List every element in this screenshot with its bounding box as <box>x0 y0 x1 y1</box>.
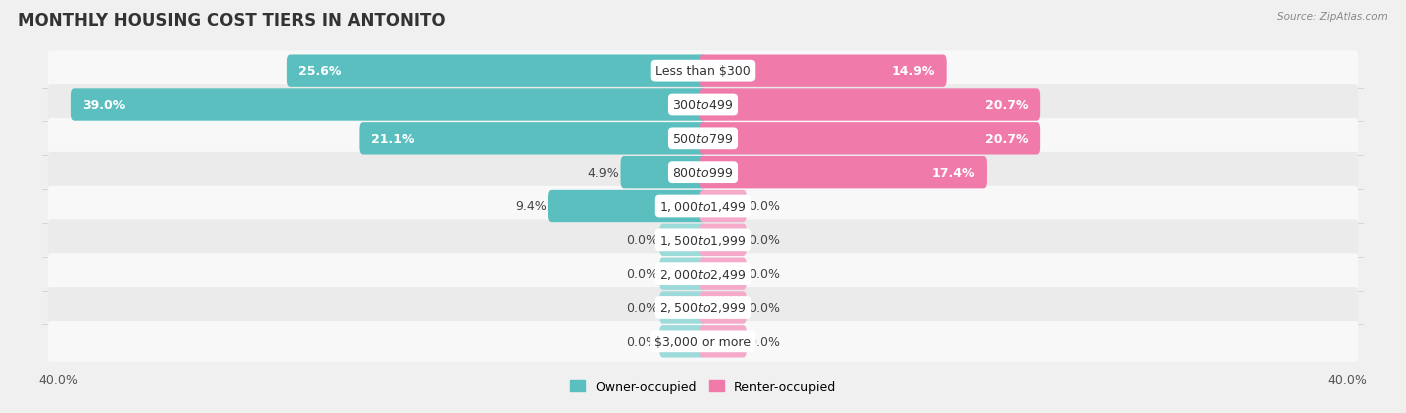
FancyBboxPatch shape <box>360 123 707 155</box>
FancyBboxPatch shape <box>659 292 707 324</box>
FancyBboxPatch shape <box>699 89 1040 121</box>
Text: $2,500 to $2,999: $2,500 to $2,999 <box>659 301 747 315</box>
FancyBboxPatch shape <box>699 325 747 358</box>
FancyBboxPatch shape <box>48 51 1358 92</box>
Text: $2,000 to $2,499: $2,000 to $2,499 <box>659 267 747 281</box>
Text: 0.0%: 0.0% <box>748 268 780 280</box>
Text: 20.7%: 20.7% <box>986 99 1029 112</box>
Legend: Owner-occupied, Renter-occupied: Owner-occupied, Renter-occupied <box>565 375 841 398</box>
Text: 9.4%: 9.4% <box>515 200 547 213</box>
Text: 0.0%: 0.0% <box>626 335 658 348</box>
Text: $1,000 to $1,499: $1,000 to $1,499 <box>659 199 747 214</box>
FancyBboxPatch shape <box>48 321 1358 362</box>
Text: $800 to $999: $800 to $999 <box>672 166 734 179</box>
FancyBboxPatch shape <box>620 157 707 189</box>
Text: MONTHLY HOUSING COST TIERS IN ANTONITO: MONTHLY HOUSING COST TIERS IN ANTONITO <box>18 12 446 30</box>
FancyBboxPatch shape <box>48 287 1358 328</box>
FancyBboxPatch shape <box>699 157 987 189</box>
Text: 39.0%: 39.0% <box>83 99 125 112</box>
Text: 25.6%: 25.6% <box>298 65 342 78</box>
FancyBboxPatch shape <box>48 119 1358 159</box>
Text: Source: ZipAtlas.com: Source: ZipAtlas.com <box>1277 12 1388 22</box>
FancyBboxPatch shape <box>48 220 1358 261</box>
FancyBboxPatch shape <box>48 186 1358 227</box>
FancyBboxPatch shape <box>287 55 707 88</box>
FancyBboxPatch shape <box>659 325 707 358</box>
FancyBboxPatch shape <box>699 55 946 88</box>
Text: 20.7%: 20.7% <box>986 133 1029 145</box>
FancyBboxPatch shape <box>70 89 707 121</box>
FancyBboxPatch shape <box>699 224 747 256</box>
Text: 21.1%: 21.1% <box>371 133 415 145</box>
FancyBboxPatch shape <box>699 292 747 324</box>
Text: 0.0%: 0.0% <box>748 335 780 348</box>
Text: 14.9%: 14.9% <box>891 65 935 78</box>
FancyBboxPatch shape <box>659 258 707 290</box>
Text: 0.0%: 0.0% <box>748 200 780 213</box>
Text: Less than $300: Less than $300 <box>655 65 751 78</box>
Text: 0.0%: 0.0% <box>748 301 780 314</box>
Text: $500 to $799: $500 to $799 <box>672 133 734 145</box>
FancyBboxPatch shape <box>699 123 1040 155</box>
FancyBboxPatch shape <box>699 258 747 290</box>
Text: 0.0%: 0.0% <box>626 268 658 280</box>
Text: 4.9%: 4.9% <box>588 166 619 179</box>
Text: $1,500 to $1,999: $1,500 to $1,999 <box>659 233 747 247</box>
FancyBboxPatch shape <box>659 224 707 256</box>
Text: 0.0%: 0.0% <box>626 301 658 314</box>
FancyBboxPatch shape <box>48 152 1358 193</box>
FancyBboxPatch shape <box>48 85 1358 126</box>
Text: 0.0%: 0.0% <box>748 234 780 247</box>
Text: $3,000 or more: $3,000 or more <box>655 335 751 348</box>
Text: $300 to $499: $300 to $499 <box>672 99 734 112</box>
Text: 0.0%: 0.0% <box>626 234 658 247</box>
FancyBboxPatch shape <box>548 190 707 223</box>
FancyBboxPatch shape <box>699 190 747 223</box>
Text: 17.4%: 17.4% <box>932 166 976 179</box>
FancyBboxPatch shape <box>48 254 1358 294</box>
